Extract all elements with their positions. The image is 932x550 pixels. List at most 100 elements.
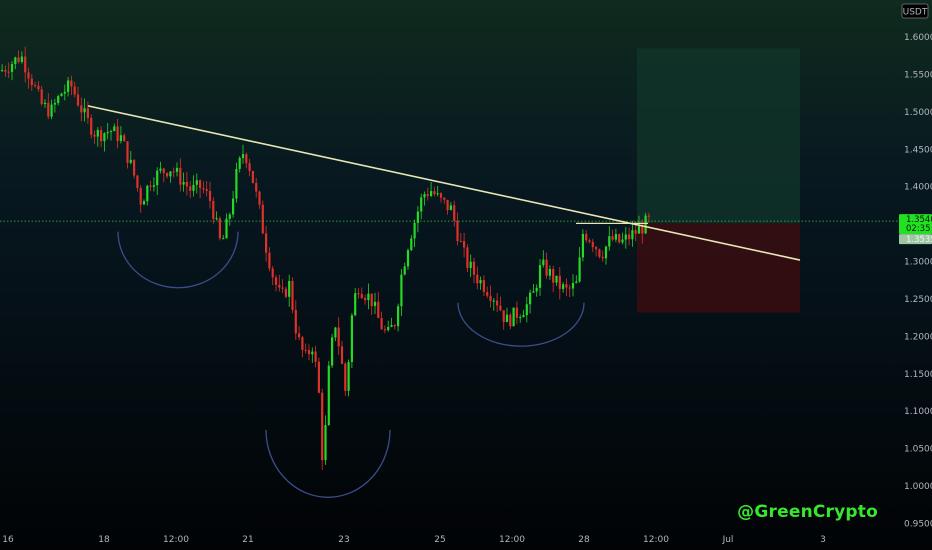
descending-trendline[interactable]	[87, 105, 801, 261]
candle-body	[354, 293, 357, 316]
candle-body	[598, 249, 601, 257]
candle-body	[628, 234, 631, 240]
candle-body	[139, 188, 142, 205]
time-tick-label: 16	[2, 535, 14, 545]
candle-body	[595, 247, 598, 250]
time-tick-label: 3	[820, 535, 826, 545]
candle-body	[106, 132, 109, 134]
time-axis[interactable]: 16 18 12:00 21 23 25 12:00 28 12:00 Jul 3	[2, 535, 826, 545]
candle-body	[482, 280, 485, 292]
candle-body	[202, 188, 205, 190]
candle-body	[179, 167, 182, 185]
candle-body	[423, 194, 426, 198]
candle-body	[271, 268, 274, 278]
candle-body	[334, 327, 337, 338]
candle-body	[146, 185, 149, 202]
candle-body	[232, 198, 235, 215]
candle-body	[403, 266, 406, 275]
candle-body	[548, 268, 551, 276]
candle-body	[96, 129, 99, 137]
candle-body	[142, 201, 146, 205]
target-zone[interactable]	[637, 48, 800, 224]
candle-body	[7, 71, 10, 73]
candle-body	[562, 284, 565, 290]
candle-body	[225, 218, 228, 239]
candle-body	[519, 317, 522, 319]
candle-body	[416, 211, 419, 223]
candle-body	[575, 281, 578, 283]
candle-body	[129, 159, 132, 163]
candle-body	[377, 301, 380, 319]
candle-body	[63, 91, 66, 94]
candle-body	[604, 246, 608, 259]
candle-body	[314, 351, 317, 362]
candle-body	[542, 259, 545, 266]
price-tick-label: 1.3000	[904, 258, 932, 268]
price-tick-label: 1.1000	[904, 407, 932, 417]
candle-body	[185, 182, 188, 187]
pattern-arc-left-shoulder	[117, 231, 239, 289]
candle-body	[47, 102, 50, 117]
candle-body	[93, 134, 96, 137]
candle-body	[304, 349, 307, 351]
candle-body	[149, 185, 152, 187]
candle-body	[337, 327, 340, 347]
candle-body	[453, 205, 456, 221]
candle-body	[370, 293, 373, 307]
candle-body	[133, 159, 136, 176]
stop-zone[interactable]	[637, 223, 800, 313]
candle-body	[340, 346, 344, 364]
candle-body	[30, 78, 33, 86]
candle-body	[522, 315, 525, 318]
candle-body	[126, 141, 129, 163]
candle-body	[123, 135, 126, 142]
candle-body	[614, 234, 617, 240]
pattern-arcs	[117, 231, 585, 498]
candle-body	[317, 361, 320, 393]
price-tick-label: 1.2500	[904, 295, 932, 305]
candle-body	[215, 218, 218, 220]
candle-body	[641, 226, 644, 234]
time-tick-label: 12:00	[643, 535, 669, 545]
candle-body	[347, 361, 350, 391]
candle-body	[489, 295, 492, 301]
candle-body	[373, 301, 377, 307]
candle-body	[443, 197, 446, 200]
candle-body	[486, 291, 489, 296]
candle-body	[357, 293, 360, 295]
price-tick-label: 1.5500	[904, 70, 932, 80]
candle-body	[4, 70, 7, 72]
candle-body	[327, 365, 330, 426]
candle-body	[212, 200, 215, 219]
candle-body	[360, 293, 363, 299]
candle-body	[439, 193, 443, 198]
candle-body	[608, 236, 611, 247]
candle-body	[281, 287, 284, 289]
candle-body	[410, 238, 413, 251]
candle-body	[644, 215, 647, 234]
candle-body	[426, 194, 429, 197]
price-tick-label: 0.9500	[904, 520, 932, 530]
time-tick-label: 25	[434, 535, 445, 545]
candle-body	[499, 305, 502, 311]
candle-body	[380, 318, 383, 330]
candle-body	[109, 131, 113, 133]
candle-body	[492, 300, 495, 302]
candle-body	[192, 184, 195, 191]
time-tick-label: 12:00	[163, 535, 189, 545]
candle-body	[1, 70, 4, 72]
candle-body	[86, 108, 89, 118]
candle-body	[248, 163, 251, 172]
pattern-arc-right-shoulder	[457, 302, 585, 347]
currency-box[interactable]	[901, 3, 929, 19]
watermark: @GreenCrypto	[737, 502, 878, 522]
candle-body	[172, 171, 175, 173]
candle-body	[552, 268, 555, 283]
candle-body	[433, 191, 436, 195]
candle-body	[10, 63, 14, 72]
candle-body	[83, 108, 86, 113]
candle-body	[463, 241, 466, 248]
time-tick-label: 18	[98, 535, 110, 545]
